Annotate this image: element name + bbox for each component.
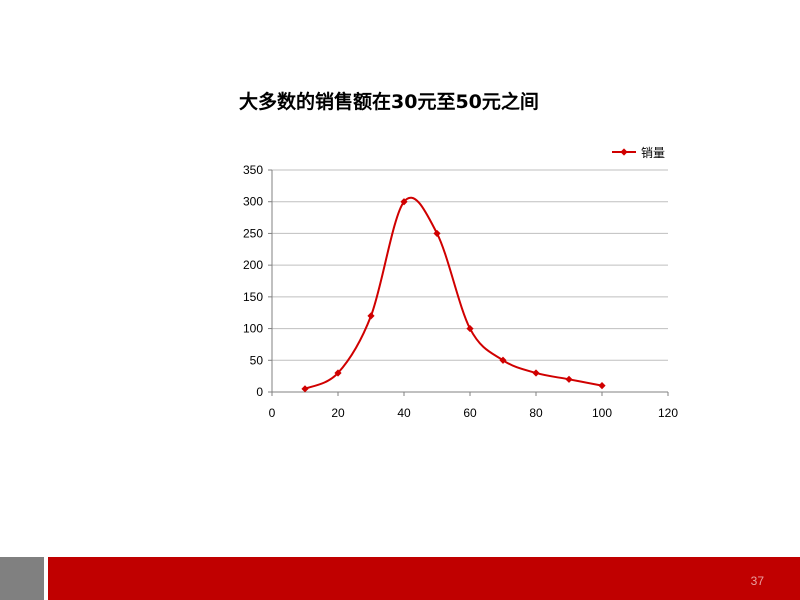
y-tick-label: 150 (243, 290, 263, 304)
footer-red-band (48, 557, 800, 600)
x-tick-label: 40 (397, 406, 411, 420)
y-tick-label: 100 (243, 322, 263, 336)
x-tick-label: 100 (592, 406, 612, 420)
axes (268, 169, 669, 396)
tick-labels: 0 50 100 150 200 250 300 350 0 20 40 60 80 100 120 (243, 163, 678, 420)
x-tick-label: 60 (463, 406, 477, 420)
y-tick-label: 50 (250, 353, 264, 367)
data-point (334, 369, 342, 377)
slide-title: 大多数的销售额在30元至50元之间 (239, 91, 539, 113)
footer-gap (44, 557, 48, 600)
data-point (499, 356, 507, 364)
data-point (367, 312, 375, 320)
data-point (433, 229, 441, 238)
sales-chart: 0 50 100 150 200 250 300 350 0 20 40 60 80 100 120 销量 (243, 146, 678, 420)
series-layer (301, 196, 606, 393)
x-tick-label: 20 (331, 406, 345, 420)
data-point (466, 324, 474, 333)
y-tick-label: 0 (256, 385, 263, 399)
page-number: 37 (750, 574, 764, 588)
data-point (598, 382, 606, 390)
x-tick-label: 0 (269, 406, 276, 420)
y-tick-label: 300 (243, 195, 263, 209)
y-tick-label: 350 (243, 163, 263, 177)
x-tick-label: 80 (529, 406, 543, 420)
y-tick-label: 250 (243, 226, 263, 240)
data-point (565, 375, 573, 383)
data-point (532, 369, 540, 377)
footer-gray-block (0, 557, 44, 600)
data-point (301, 385, 309, 393)
x-tick-label: 120 (658, 406, 678, 420)
series-line (304, 196, 603, 390)
legend-label: 销量 (641, 146, 665, 160)
data-point (400, 198, 408, 206)
y-tick-label: 200 (243, 258, 263, 272)
legend: 销量 (612, 146, 665, 160)
legend-swatch-marker (620, 148, 628, 156)
